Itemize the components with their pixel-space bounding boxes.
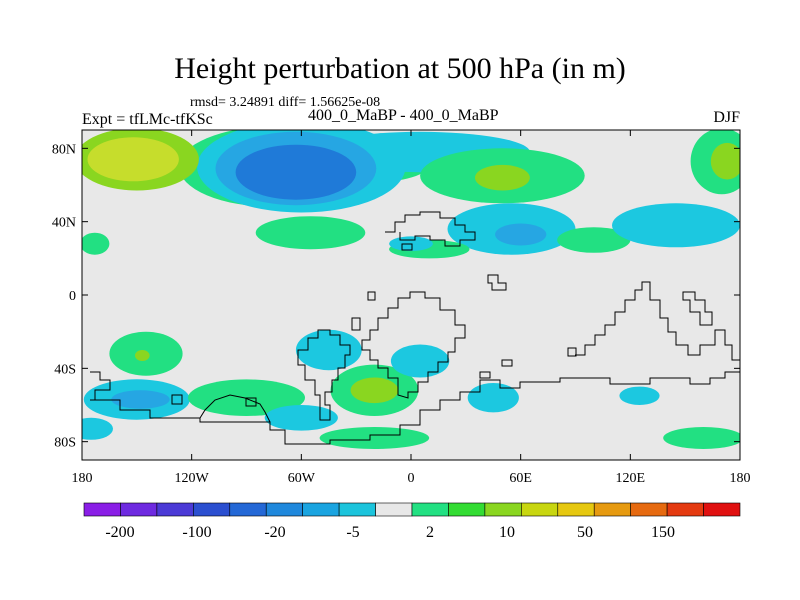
- contour-region-30: [135, 350, 150, 361]
- coastline-caspian: [401, 243, 413, 251]
- contour-region-23: [663, 427, 740, 449]
- contour-region-21: [619, 386, 660, 405]
- x-tick-label: 120W: [175, 471, 210, 486]
- colorbar-label: 2: [426, 524, 434, 541]
- colorbar-label: 50: [577, 524, 593, 541]
- colorbar-swatch: [630, 502, 668, 517]
- contour-region-34: [235, 144, 357, 200]
- colorbar-swatch: [593, 502, 631, 517]
- colorbar-swatch: [120, 502, 158, 517]
- season-label: DJF: [713, 109, 740, 126]
- contour-region-28: [710, 142, 740, 180]
- contour-region-6: [255, 216, 366, 250]
- coastline-island-3: [171, 394, 183, 405]
- contour-region-19: [390, 344, 450, 378]
- coastline-eurasia: [385, 211, 476, 247]
- y-tick-label: 0: [69, 289, 76, 304]
- coastlines: [90, 211, 740, 445]
- chart-title: Height perturbation at 500 hPa (in m): [174, 52, 626, 85]
- coastline-africa: [361, 291, 466, 399]
- coastline-south-america: [297, 329, 351, 421]
- colorbar-swatch: [484, 502, 522, 517]
- x-tick-label: 180: [730, 471, 751, 486]
- colorbar: -200 -100 -20 -5 2 10 50 150: [83, 502, 741, 541]
- colorbar-label: 10: [499, 524, 515, 541]
- colorbar-swatch: [448, 502, 486, 517]
- contour-region-8: [557, 227, 631, 253]
- x-tick-label: 60E: [509, 471, 532, 486]
- x-axis: 180 120W 60W 0 60E 120E 180: [72, 130, 751, 486]
- contour-region-18: [264, 405, 338, 431]
- contour-region-33: [87, 137, 179, 182]
- coastline-island-6: [479, 371, 491, 379]
- contour-region-12: [82, 232, 110, 255]
- contour-region-29: [495, 223, 547, 246]
- y-tick-label: 40S: [54, 362, 76, 377]
- y-tick-label: 80N: [52, 142, 76, 157]
- stats-text: rmsd= 3.24891 diff= 1.56625e-08: [190, 95, 381, 110]
- colorbar-swatch: [375, 502, 413, 517]
- colorbar-swatch: [193, 502, 231, 517]
- coastline-island-5: [501, 359, 513, 367]
- colorbar-label: -5: [346, 524, 359, 541]
- colorbar-swatch: [229, 502, 267, 517]
- colorbar-label: -200: [105, 524, 134, 541]
- colorbar-swatch: [703, 502, 741, 517]
- case-label: 400_0_MaBP - 400_0_MaBP: [308, 107, 499, 124]
- coastline-island-7: [567, 347, 577, 357]
- coastline-new-guinea: [682, 291, 713, 326]
- coastline-antarctic-peninsula: [199, 394, 271, 423]
- colorbar-swatch: [666, 502, 704, 517]
- colorbar-swatch: [521, 502, 559, 517]
- x-tick-label: 60W: [288, 471, 316, 486]
- y-axis: 80N 40N 0 40S 80S: [52, 142, 740, 451]
- coastline-island-2: [367, 291, 376, 301]
- x-tick-label: 120E: [616, 471, 646, 486]
- colorbar-swatch: [557, 502, 595, 517]
- coastline-west: [90, 371, 111, 400]
- contour-region-9: [612, 203, 740, 248]
- y-tick-label: 40N: [52, 216, 76, 231]
- coastline-island-4: [245, 397, 257, 407]
- coastline-antarctica: [90, 371, 740, 445]
- x-tick-label: 180: [72, 471, 93, 486]
- colorbar-swatch: [265, 502, 303, 517]
- contour-region-24: [82, 417, 113, 440]
- coastline-australia: [575, 281, 740, 361]
- coastline-island-1: [351, 317, 361, 331]
- colorbar-swatch: [302, 502, 340, 517]
- coastline-asia-east: [487, 274, 507, 291]
- colorbar-label: -20: [264, 524, 285, 541]
- colorbar-label: 150: [651, 524, 675, 541]
- colorbar-swatch: [83, 502, 121, 517]
- colorbar-swatch: [411, 502, 449, 517]
- contour-region-31: [111, 390, 170, 409]
- y-tick-label: 80S: [54, 436, 76, 451]
- contour-region-27: [475, 164, 530, 191]
- contour-region-20: [467, 383, 519, 413]
- contour-region-22: [319, 427, 430, 449]
- colorbar-label: -100: [182, 524, 211, 541]
- x-tick-label: 0: [408, 471, 415, 486]
- colorbar-swatch: [156, 502, 194, 517]
- experiment-label: Expt = tfLMc-tfKSc: [82, 111, 213, 128]
- contour-region-32: [350, 377, 399, 404]
- colorbar-swatch: [338, 502, 376, 517]
